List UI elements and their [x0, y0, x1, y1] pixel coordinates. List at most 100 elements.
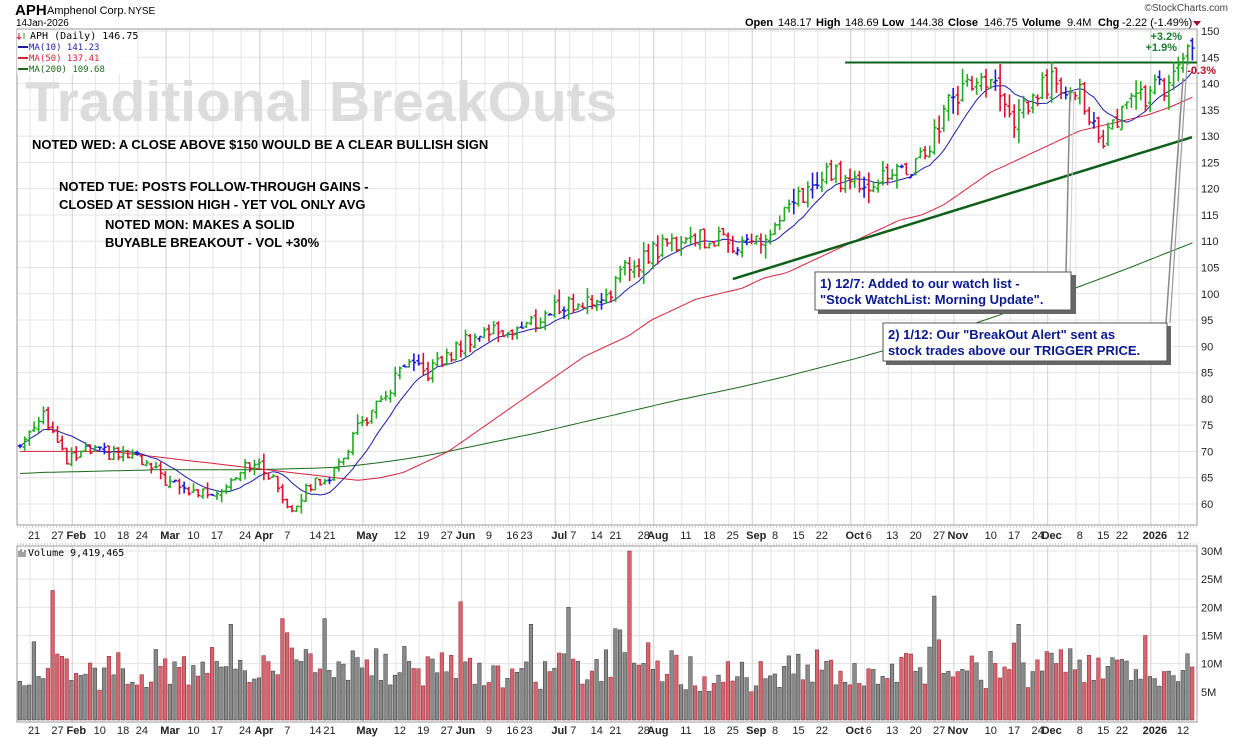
volume-bar [256, 677, 262, 721]
date-tick-label: 28 [638, 725, 650, 737]
volume-bar [1082, 682, 1087, 721]
volume-bar [627, 550, 632, 721]
date-tick-label: 18 [117, 530, 129, 542]
volume-bar [603, 649, 609, 721]
date-tick-label: 21 [28, 725, 40, 737]
close-label: Close [948, 17, 978, 29]
date-tick-label: 8 [772, 725, 778, 737]
price-bar [36, 416, 41, 433]
date-tick-label: Oct [846, 530, 865, 542]
price-bar [486, 324, 492, 342]
price-bar [299, 493, 304, 514]
date-tick-label: 10 [187, 530, 199, 542]
legend-ma10: MA(10) 141.23 [29, 43, 99, 53]
price-bar [880, 161, 886, 186]
volume-bar [880, 676, 885, 721]
gain-label-1: +3.2% [1151, 31, 1183, 43]
volume-bar [270, 670, 276, 721]
date-tick-label: Jun [456, 725, 476, 737]
volume-bar [402, 646, 407, 721]
chart-date: 14Jan-2026 [16, 18, 69, 29]
volume-bar [730, 680, 735, 721]
volume-bar [1185, 653, 1190, 721]
volume-bar [435, 672, 440, 721]
price-bar [899, 164, 904, 169]
volume-bar [55, 653, 60, 721]
price-bar [514, 326, 520, 340]
date-tick-label: Nov [948, 530, 970, 542]
volume-bar [88, 662, 93, 721]
volume-bar [599, 681, 604, 721]
price-tick-label: 75 [1201, 420, 1213, 432]
volume-bar [979, 679, 984, 721]
date-tick-label: 25 [727, 725, 739, 737]
date-tick-label: May [356, 530, 378, 542]
price-bar [1124, 101, 1129, 110]
price-bar [664, 238, 670, 247]
price-bar [974, 77, 979, 95]
price-bar [106, 445, 112, 461]
date-tick-label: 15 [1097, 530, 1109, 542]
volume-panel [16, 545, 1198, 723]
price-bar [871, 181, 876, 193]
price-bar [200, 488, 206, 499]
price-bar [655, 235, 660, 265]
volume-bar [754, 685, 759, 721]
callout-1-line-2: "Stock WatchList: Morning Update". [820, 292, 1043, 307]
volume-bar [228, 623, 233, 721]
volume-bar [1101, 678, 1106, 721]
volume-bar [486, 682, 491, 721]
price-bar [1016, 99, 1022, 144]
volume-bar [941, 672, 946, 721]
price-tick-label: 65 [1201, 473, 1213, 485]
price-bar [599, 292, 604, 310]
volume-bar [327, 670, 332, 721]
price-bar [852, 170, 857, 188]
volume-bar [242, 670, 247, 721]
volume-bar [580, 683, 585, 721]
price-bar [449, 351, 454, 363]
price-bar [463, 329, 468, 359]
price-bar [894, 163, 900, 189]
volume-bar [852, 663, 857, 721]
date-tick-label: 21 [28, 530, 40, 542]
volume-bar [861, 685, 866, 721]
callout-1-line-1: 1) 12/7: Added to our watch list - [820, 276, 1020, 291]
date-tick-label: 24 [136, 530, 148, 542]
change-value: -2.22 (-1.49%) [1122, 17, 1192, 29]
price-bar [1143, 85, 1148, 112]
price-bar [1152, 74, 1158, 95]
volume-bar [378, 680, 383, 721]
volume-icon [18, 549, 26, 557]
volume-bar [261, 655, 266, 721]
volume-bar [41, 678, 46, 721]
date-tick-label: 7 [284, 725, 290, 737]
change-label: Chg [1098, 17, 1119, 29]
price-bar [1180, 52, 1186, 73]
price-bar [875, 179, 881, 193]
volume-bar [800, 679, 805, 721]
volume-bar [772, 673, 777, 721]
price-bar [674, 236, 679, 252]
price-tick-label: 70 [1201, 446, 1213, 458]
date-tick-label: Feb [66, 530, 86, 542]
volume-bar [1002, 666, 1007, 721]
price-bar [467, 334, 473, 353]
price-bar [205, 482, 210, 499]
price-bar [214, 490, 220, 500]
price-bar [224, 484, 229, 494]
price-bar [936, 115, 942, 144]
price-bar [669, 233, 675, 252]
volume-bar [1171, 675, 1176, 721]
volume-bar [1091, 679, 1096, 721]
date-tick-label: 20 [910, 725, 922, 737]
date-tick-label: 19 [417, 530, 429, 542]
volume-bar [181, 656, 186, 721]
price-bar [861, 176, 867, 198]
price-bar [1138, 81, 1143, 101]
volume-bar [890, 663, 895, 721]
volume-bar [932, 595, 937, 721]
price-bar [31, 421, 37, 432]
volume-bar [453, 678, 458, 721]
date-tick-label: 15 [792, 530, 804, 542]
